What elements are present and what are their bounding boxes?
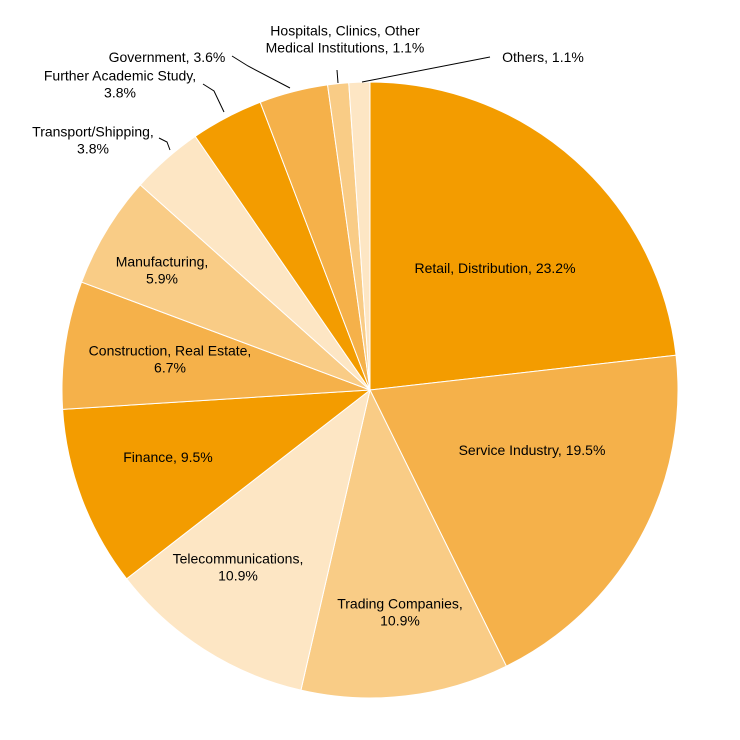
pie-slice bbox=[369, 354, 679, 667]
slice-label-line: Telecommunications, bbox=[173, 551, 304, 567]
slice-label-line: 5.9% bbox=[146, 271, 178, 287]
slice-label-line: Transport/Shipping, bbox=[32, 124, 154, 140]
slice-label-line: Trading Companies, bbox=[337, 596, 463, 612]
slice-label-line: 6.7% bbox=[154, 360, 186, 376]
slice-label-line: Service Industry, 19.5% bbox=[459, 442, 606, 458]
slice-label-line: Manufacturing, bbox=[116, 254, 209, 270]
pie-slice bbox=[125, 388, 371, 691]
slice-label: Hospitals, Clinics, Other Medical Institu… bbox=[266, 23, 425, 56]
leader-line bbox=[158, 137, 171, 151]
slice-label-line: Hospitals, Clinics, Other bbox=[270, 23, 420, 39]
leader-line bbox=[361, 56, 491, 83]
slice-label-line: 3.8% bbox=[77, 141, 109, 157]
pie-slice bbox=[62, 389, 372, 580]
slice-label: Construction, Real Estate, 6.7% bbox=[89, 343, 252, 376]
slice-label: Finance, 9.5% bbox=[123, 449, 213, 465]
slice-label-line: Medical Institutions, 1.1% bbox=[266, 40, 425, 56]
slice-label-line: Others, 1.1% bbox=[502, 49, 584, 65]
leader-lines-layer bbox=[158, 55, 491, 151]
slice-label: Trading Companies, 10.9% bbox=[337, 596, 463, 629]
slice-label-line: 10.9% bbox=[380, 613, 420, 629]
slice-label: Telecommunications, 10.9% bbox=[173, 551, 304, 584]
slice-label-line: Retail, Distribution, 23.2% bbox=[414, 260, 575, 276]
slice-label-line: Construction, Real Estate, bbox=[89, 343, 252, 359]
slice-label: Transport/Shipping, 3.8% bbox=[32, 124, 154, 157]
leader-line bbox=[202, 83, 225, 113]
slice-label-line: Finance, 9.5% bbox=[123, 449, 213, 465]
slices-layer bbox=[61, 81, 679, 699]
leader-line bbox=[336, 69, 339, 84]
slice-label: Service Industry, 19.5% bbox=[459, 442, 606, 458]
slice-label: Further Academic Study, 3.8% bbox=[44, 68, 196, 101]
slice-label: Government, 3.6% bbox=[109, 49, 226, 65]
slice-label: Retail, Distribution, 23.2% bbox=[414, 260, 575, 276]
pie-slice bbox=[348, 81, 371, 391]
slice-label: Manufacturing, 5.9% bbox=[116, 254, 209, 287]
labels-layer: Retail, Distribution, 23.2% Service Indus… bbox=[32, 23, 605, 629]
pie-slice bbox=[61, 281, 371, 410]
slice-label-line: 3.8% bbox=[104, 85, 136, 101]
pie-slice bbox=[369, 81, 677, 391]
leader-line bbox=[231, 55, 291, 89]
slice-label-line: Government, 3.6% bbox=[109, 49, 226, 65]
slice-label-line: Further Academic Study, bbox=[44, 68, 196, 84]
slice-label-line: 10.9% bbox=[218, 568, 258, 584]
slice-label: Others, 1.1% bbox=[502, 49, 584, 65]
